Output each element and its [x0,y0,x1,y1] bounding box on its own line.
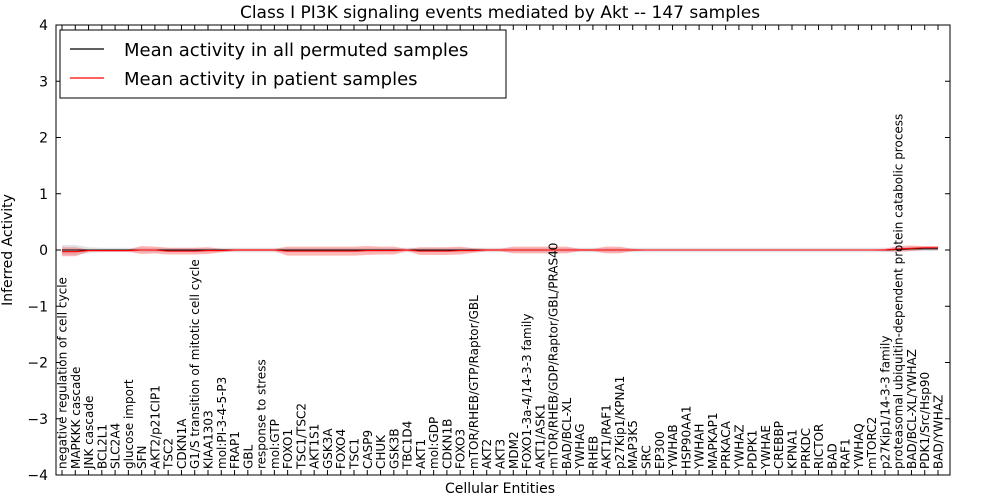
x-tick-label: SRC [640,445,654,469]
x-tick-label: EP300 [653,431,667,469]
x-tick-label: CASP9 [361,430,375,469]
x-tick-label: MAPKKK cascade [69,367,83,469]
x-tick-label: negative regulation of cell cycle [56,277,70,469]
x-tick-label: YWHAZ [732,424,746,470]
legend-label-permuted: Mean activity in all permuted samples [124,40,468,61]
x-tick-label: BAD/BCL-XL [560,397,574,469]
x-tick-label: AKT3 [494,439,508,469]
x-tick-label: p27Kip1/14-3-3 family [878,336,892,469]
x-tick-label: PRKACA [719,420,733,469]
x-tick-label: PRKDC [799,428,813,469]
y-tick-label: −3 [27,412,48,428]
x-tick-label: AKT2/p21CIP1 [148,385,162,469]
x-tick-label: AKT1 [414,439,428,469]
x-tick-label: AKT2 [480,439,494,469]
x-tick-label: MAPKAP1 [706,412,720,469]
x-tick-label: response to stress [255,359,269,469]
x-tick-label: FOXO4 [334,429,348,469]
x-tick-label: glucose import [122,379,136,469]
x-tick-label: BCL2L1 [95,424,109,469]
chart-title: Class I PI3K signaling events mediated b… [240,3,760,23]
x-tick-label: RHEB [586,436,600,469]
y-tick-label: 4 [39,18,48,34]
x-tick-label: KIAA1303 [202,410,216,469]
x-tick-label: FRAP1 [228,431,242,469]
x-tick-label: p27Kip1/KPNA1 [613,376,627,469]
error-bands [62,244,938,257]
x-tick-label: mol:GDP [427,417,441,469]
band-patient [62,245,938,257]
x-tick-label: RAF1 [839,438,853,469]
y-axis-label: Inferred Activity [0,194,16,306]
x-tick-label: mTOR/RHEB/GDP/Raptor/GBL/PRAS40 [547,243,561,469]
x-tick-label: CREBBP [772,421,786,469]
x-tick-label: AKT1/ASK1 [533,404,547,469]
legend-box [59,29,507,99]
x-axis-label: Cellular Entities [445,481,555,497]
x-tick-label: RICTOR [812,424,826,469]
x-tick-label: PDK1/Src/Hsp90 [918,372,932,469]
x-tick-label: GSK3A [321,428,335,469]
x-tick-label: TSC2 [162,438,176,470]
x-tick-label: mol:PI-3-4-5-P3 [215,377,229,469]
y-tick-label: −1 [27,299,48,315]
y-tick-label: −4 [27,468,48,484]
x-tick-label: FOXO1-3a-4/14-3-3 family [520,314,534,470]
y-tick-label: 0 [39,243,48,259]
x-tick-label: BAD [825,443,839,469]
x-tick-label: GBL [241,444,255,469]
x-tick-label: AKT1S1 [308,424,322,469]
x-tick-label: AKT1/RAF1 [600,404,614,469]
x-tick-label: CHUK [374,434,388,469]
x-tick-label: mol:GTP [268,419,282,469]
x-tick-label: MDM2 [507,431,521,469]
legend: Mean activity in all permuted samples Me… [59,29,507,99]
x-tick-label: YWHAE [759,425,773,470]
x-tick-label: BAD/YWHAZ [932,395,946,469]
x-tick-label: G1/S transition of mitotic cell cycle [188,259,202,469]
x-tick-label: YWHAH [693,424,707,470]
x-tick-label: KPNA1 [786,429,800,469]
y-tick-label: 1 [39,187,48,203]
y-tick-label: 3 [39,74,48,90]
x-tick-label: mTORC2 [865,417,879,469]
x-axis: negative regulation of cell cycle MAPKKK … [56,25,946,475]
y-axis: 4 3 2 1 0 −1 −2 −3 −4 [27,18,950,484]
x-tick-label: CDKN1B [440,419,454,469]
x-tick-label: SLC2A4 [109,423,123,469]
x-tick-label: YWHAQ [852,423,866,470]
x-tick-label: YWHAG [573,423,587,470]
x-tick-label: HSP90AA1 [679,405,693,469]
series-lines [62,247,938,253]
x-tick-label: CDKN1A [175,418,189,469]
y-tick-label: 2 [39,131,48,147]
x-tick-label: TBC1D4 [401,421,415,470]
legend-label-patient: Mean activity in patient samples [124,69,418,90]
x-tick-label: FOXO3 [454,429,468,469]
x-tick-label: SFN [135,446,149,470]
x-tick-label: MAP3K5 [626,420,640,469]
x-tick-label: TSC1 [348,438,362,470]
x-tick-label: PDPK1 [746,430,760,469]
x-tick-label: YWHAB [666,424,680,470]
x-tick-label: JNK cascade [82,396,96,470]
x-tick-label: GSK3B [387,428,401,469]
x-tick-label: BAD/BCL-XL/YWHAZ [905,349,919,469]
x-tick-label: proteasomal ubiquitin-dependent protein … [892,114,906,469]
x-tick-label: TSC1/TSC2 [294,403,308,470]
x-tick-label: mTOR/RHEB/GTP/Raptor/GBL [467,295,481,469]
y-tick-label: −2 [27,356,48,372]
x-tick-label: FOXO1 [281,429,295,469]
line-patient [62,247,938,253]
